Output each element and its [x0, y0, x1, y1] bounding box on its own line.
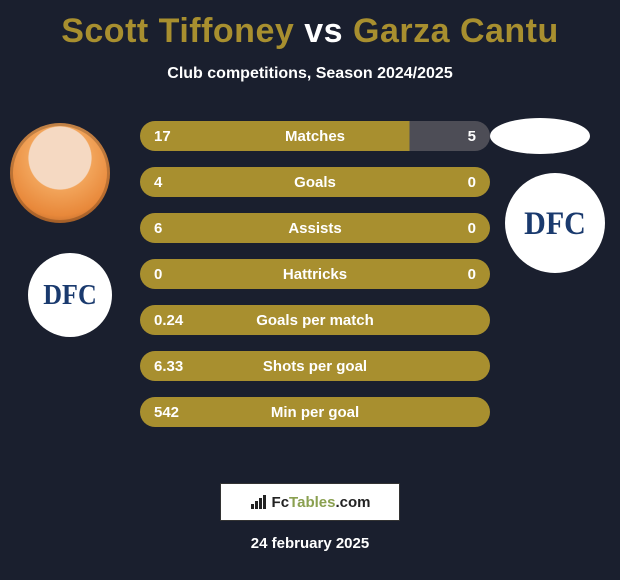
stat-label: Min per goal — [271, 404, 359, 421]
chart-icon — [250, 495, 268, 509]
stat-value-left: 6.33 — [154, 358, 183, 375]
logo-suffix: Tables — [289, 494, 335, 511]
stat-value-left: 0.24 — [154, 312, 183, 329]
club-badge-text: DFC — [524, 208, 586, 238]
stat-value-left: 0 — [154, 266, 162, 283]
stat-value-right: 0 — [468, 266, 476, 283]
stat-label: Assists — [288, 220, 341, 237]
stat-bar: 17 Matches 5 — [140, 121, 490, 151]
stat-label: Goals — [294, 174, 336, 191]
player2-club-badge: DFC — [505, 173, 605, 273]
player2-avatar — [490, 118, 590, 154]
player1-avatar — [10, 123, 110, 223]
stat-value-left: 17 — [154, 128, 171, 145]
stat-bar: 0.24 Goals per match — [140, 305, 490, 335]
stat-value-left: 542 — [154, 404, 179, 421]
stat-value-right: 0 — [468, 220, 476, 237]
player1-name: Scott Tiffoney — [61, 12, 294, 50]
date-text: 24 february 2025 — [0, 535, 620, 552]
vs-text: vs — [304, 12, 343, 50]
player1-club-badge: DFC — [28, 253, 112, 337]
player2-name: Garza Cantu — [353, 12, 559, 50]
stat-bar: 0 Hattricks 0 — [140, 259, 490, 289]
stat-label: Goals per match — [256, 312, 374, 329]
club-badge-text: DFC — [43, 282, 96, 308]
stat-value-right: 5 — [468, 128, 476, 145]
stat-label: Matches — [285, 128, 345, 145]
stat-label: Hattricks — [283, 266, 347, 283]
logo-prefix: Fc — [272, 494, 290, 511]
logo-text: FcTables.com — [272, 494, 371, 511]
stat-value-left: 4 — [154, 174, 162, 191]
stat-bar: 6 Assists 0 — [140, 213, 490, 243]
stat-bar: 542 Min per goal — [140, 397, 490, 427]
content-area: DFC DFC 17 Matches 5 4 Goals 0 6 Assists 0 0 Hattr… — [0, 113, 620, 473]
stat-value-right: 0 — [468, 174, 476, 191]
stat-bar: 6.33 Shots per goal — [140, 351, 490, 381]
stat-value-left: 6 — [154, 220, 162, 237]
stat-label: Shots per goal — [263, 358, 367, 375]
stat-bar: 4 Goals 0 — [140, 167, 490, 197]
comparison-title: Scott Tiffoney vs Garza Cantu — [0, 0, 620, 51]
fctables-logo: FcTables.com — [220, 483, 400, 521]
logo-dotcom: .com — [335, 494, 370, 511]
stat-bars: 17 Matches 5 4 Goals 0 6 Assists 0 0 Hattricks 0 0.2… — [140, 121, 490, 443]
subtitle: Club competitions, Season 2024/2025 — [0, 65, 620, 83]
